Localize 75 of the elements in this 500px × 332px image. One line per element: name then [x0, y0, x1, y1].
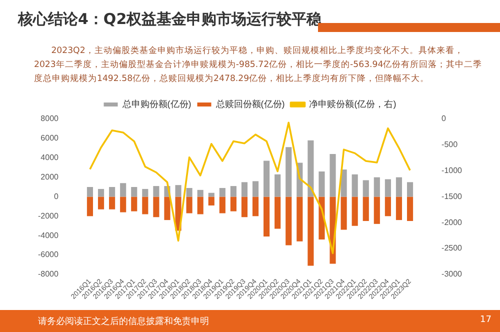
- bar: [318, 171, 325, 197]
- bar: [109, 187, 116, 197]
- bar: [352, 196, 358, 226]
- y2-tick-label: 0: [442, 114, 447, 124]
- y2-tick-label: -500: [442, 140, 458, 150]
- text: 17: [480, 315, 492, 325]
- bar: [241, 196, 248, 218]
- y-tick-label: -6000: [38, 250, 60, 260]
- bar: [286, 196, 292, 246]
- bar: [384, 179, 391, 197]
- y-tick-label: 0: [54, 192, 60, 201]
- y2-tick-label: -1000: [442, 166, 463, 176]
- bar: [175, 185, 182, 197]
- bar: [98, 188, 104, 197]
- y2-tick-label: -1500: [442, 192, 463, 201]
- bar: [120, 196, 126, 212]
- bar: [362, 196, 369, 222]
- y2-tick-label: -3000: [442, 270, 463, 279]
- bar: [142, 188, 148, 197]
- bar: [142, 196, 148, 214]
- y-tick-label: -8000: [38, 270, 60, 279]
- bar: [86, 187, 94, 197]
- y-tick-label: 4000: [40, 153, 60, 162]
- bar: [120, 183, 126, 197]
- bar: [308, 140, 314, 197]
- bar: [252, 181, 259, 197]
- bar: [109, 196, 116, 210]
- bar: [241, 182, 248, 197]
- bar: [374, 177, 380, 197]
- bar: [98, 196, 104, 210]
- bar: [264, 196, 270, 237]
- bar: [362, 180, 369, 197]
- chart-subtitle: 2023Q2，主动偏股类基金申购市场运行较为平稳，申购、赎回规模相比上季度均变化不大。具体来看，2023年二季度，主动偏股型基金合计净申赎规模为-985.72亿份，相比一季度的-563.94亿份有所回落；其中二季度总申购规模为1492.58亿份，总赎回规模为2478.29亿份，相比上季度均有所下降，但降幅不大。: [34, 44, 484, 86]
- bar: [330, 154, 336, 197]
- bar: [208, 196, 214, 206]
- bar: [396, 196, 402, 220]
- legend-label: 净申赎份额(亿份，右): [309, 98, 396, 109]
- bar: [230, 186, 236, 197]
- legend-label: 总赎回份额(亿份): [214, 98, 285, 109]
- bar: [340, 196, 347, 230]
- bar: [286, 147, 292, 197]
- bar: [274, 196, 281, 229]
- y-tick-label: -4000: [38, 230, 60, 240]
- text: 请务必阅读正文之后的信息披露和免责申明: [38, 316, 209, 328]
- bar: [296, 196, 303, 242]
- bar: [197, 190, 204, 197]
- y-tick-label: 6000: [40, 134, 60, 143]
- bar: [252, 196, 259, 216]
- bar: [406, 182, 414, 197]
- bar: [186, 196, 192, 214]
- bar: [131, 196, 138, 212]
- bar: [264, 160, 270, 197]
- bar: [131, 187, 138, 197]
- bar: [384, 196, 391, 216]
- bar: [406, 196, 414, 222]
- bar: [197, 196, 204, 214]
- legend-label: 总申购份额(亿份): [121, 98, 192, 109]
- bar: [186, 188, 192, 197]
- bar: [86, 196, 94, 216]
- y2-tick-label: -2000: [442, 218, 463, 227]
- y-tick-label: -2000: [38, 211, 60, 220]
- bar: [230, 196, 236, 212]
- bar: [374, 196, 380, 224]
- bar: [274, 174, 281, 197]
- bar: [219, 196, 226, 214]
- bar: [352, 174, 358, 197]
- bar: [308, 196, 314, 266]
- y-tick-label: 8000: [40, 114, 60, 124]
- bar: [153, 186, 160, 197]
- bar: [153, 196, 160, 218]
- bar: [164, 196, 170, 220]
- y-tick-label: 2000: [40, 172, 60, 182]
- bar: [396, 177, 402, 197]
- y2-tick-label: -2500: [442, 244, 463, 253]
- bar: [219, 188, 226, 197]
